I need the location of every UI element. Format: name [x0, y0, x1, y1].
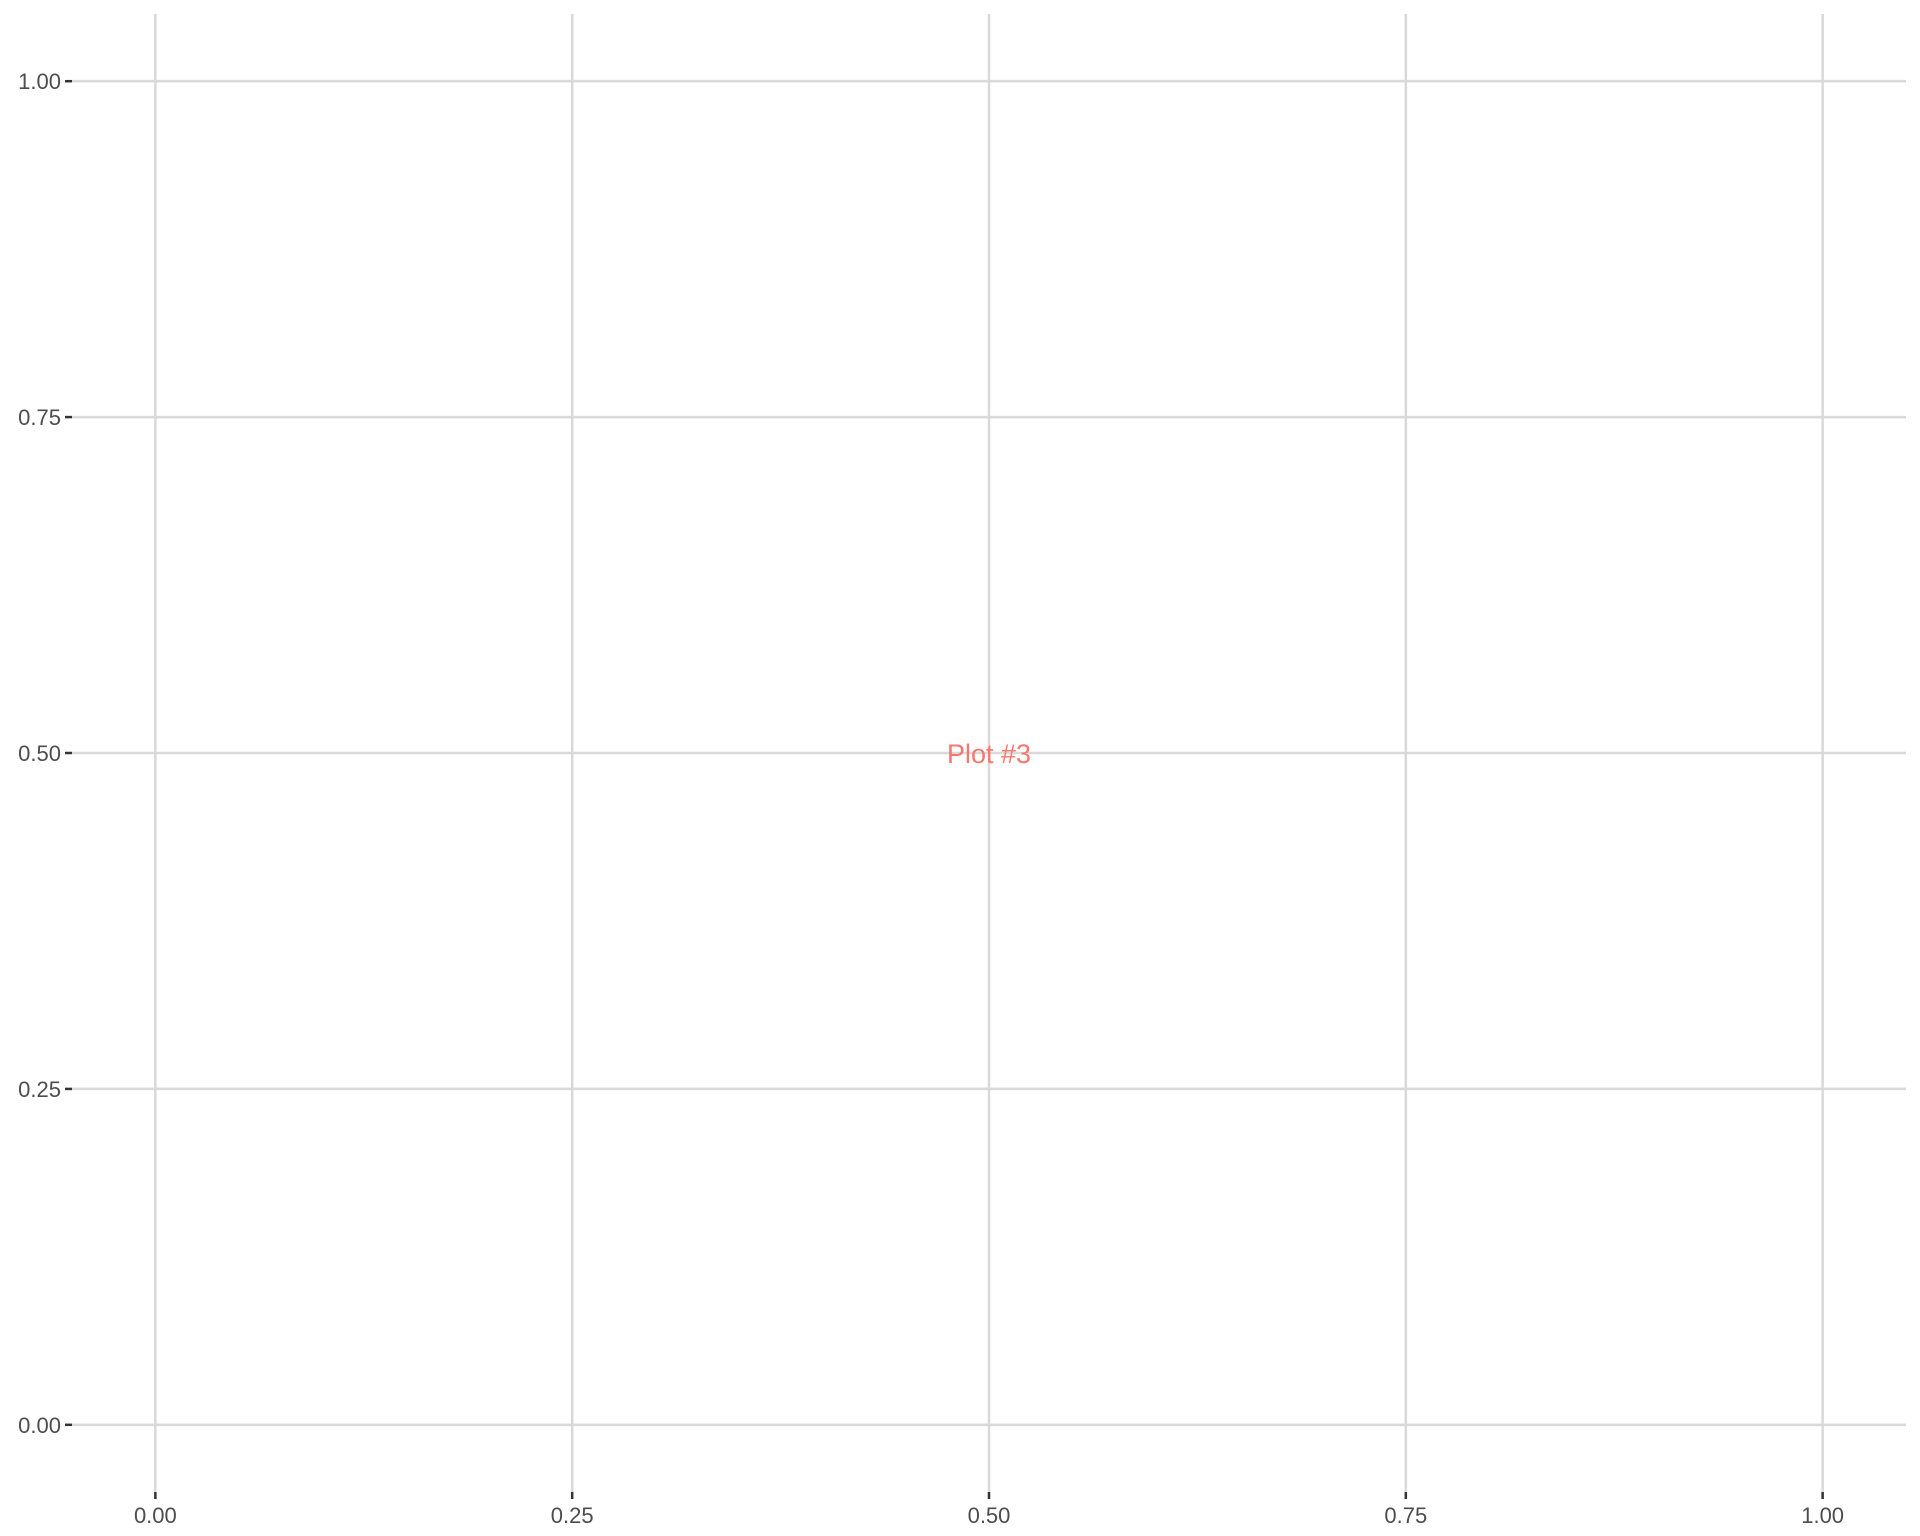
- y-tick-label-1: 0.25: [18, 1077, 61, 1102]
- y-tick-label-3: 0.75: [18, 405, 61, 430]
- x-tick-label-1: 0.25: [551, 1503, 594, 1528]
- plot-panel: 0.00 0.25 0.50 0.75 1.00 0.00 0.25 0.50 0.75 1.00…: [18, 14, 1906, 1528]
- x-tick-label-4: 1.00: [1801, 1503, 1844, 1528]
- plot-annotation-0: Plot #3: [947, 739, 1031, 769]
- y-tick-label-2: 0.50: [18, 741, 61, 766]
- y-tick-label-4: 1.00: [18, 69, 61, 94]
- x-tick-label-2: 0.50: [968, 1503, 1011, 1528]
- y-tick-label-0: 0.00: [18, 1413, 61, 1438]
- x-tick-label-3: 0.75: [1384, 1503, 1427, 1528]
- x-tick-label-0: 0.00: [134, 1503, 177, 1528]
